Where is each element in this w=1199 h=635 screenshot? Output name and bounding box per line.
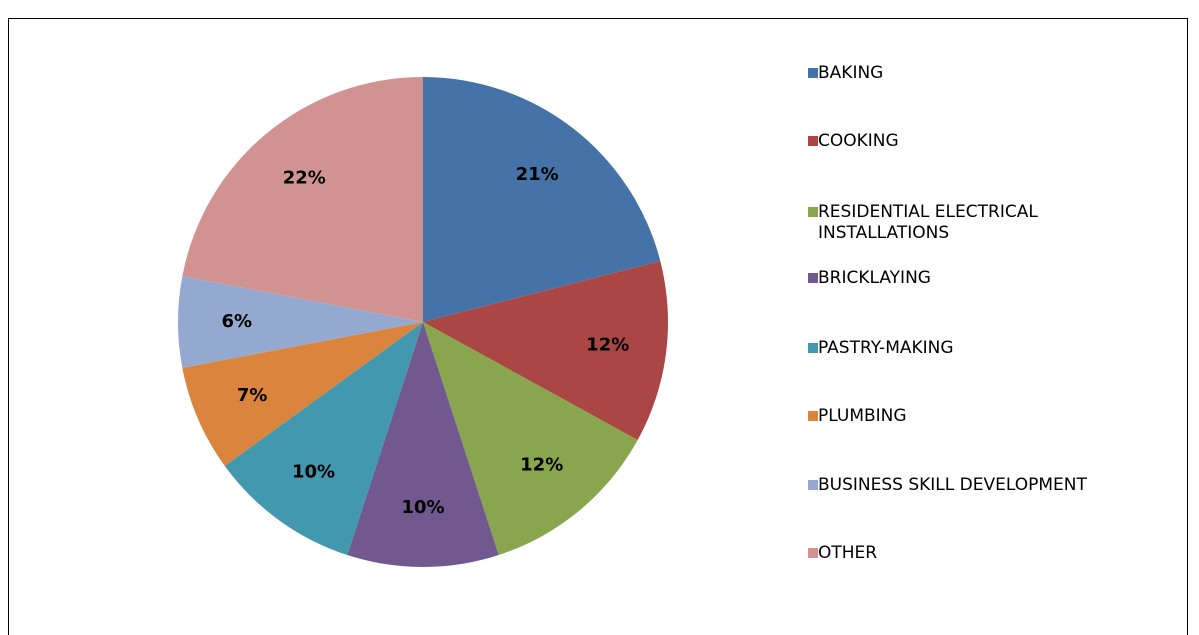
- pie-slice: [423, 77, 661, 322]
- legend-swatch: [808, 136, 818, 146]
- legend-item: RESIDENTIAL ELECTRICAL INSTALLATIONS: [808, 202, 1148, 244]
- legend-label: BRICKLAYING: [818, 268, 931, 288]
- pie-slice: [178, 276, 423, 368]
- legend-swatch: [808, 207, 818, 217]
- data-label: 12%: [586, 334, 629, 355]
- legend-label: PASTRY-MAKING: [818, 338, 954, 358]
- legend-swatch: [808, 480, 818, 490]
- legend-label: COOKING: [818, 131, 899, 151]
- data-label: 7%: [237, 385, 268, 406]
- legend-item: BRICKLAYING: [808, 268, 1148, 289]
- legend-swatch: [808, 273, 818, 283]
- pie-slice: [347, 322, 499, 567]
- legend-label: OTHER: [818, 543, 878, 563]
- legend-label: RESIDENTIAL ELECTRICAL INSTALLATIONS: [818, 202, 1038, 243]
- legend-label: PLUMBING: [818, 406, 907, 426]
- data-label: 10%: [401, 497, 444, 518]
- data-label: 12%: [520, 454, 563, 475]
- chart-frame: [8, 18, 1188, 635]
- data-label: 22%: [283, 168, 326, 189]
- legend-item: PLUMBING: [808, 406, 1148, 427]
- legend-swatch: [808, 68, 818, 78]
- legend-label: BUSINESS SKILL DEVELOPMENT: [818, 475, 1087, 495]
- pie-slice: [423, 261, 668, 441]
- data-label: 10%: [292, 462, 335, 483]
- legend-item: BUSINESS SKILL DEVELOPMENT: [808, 475, 1148, 496]
- pie-slice: [182, 77, 423, 322]
- pie-slice: [224, 322, 423, 556]
- legend-swatch: [808, 411, 818, 421]
- legend-item: BAKING: [808, 63, 1148, 84]
- legend-swatch: [808, 343, 818, 353]
- pie-slice: [182, 322, 423, 467]
- legend-item: OTHER: [808, 543, 1148, 564]
- legend-item: COOKING: [808, 131, 1148, 152]
- pie-slice: [423, 322, 638, 556]
- legend-label: BAKING: [818, 63, 884, 83]
- legend-item: PASTRY-MAKING: [808, 338, 1148, 359]
- data-label: 6%: [222, 311, 253, 332]
- legend-swatch: [808, 548, 818, 558]
- data-label: 21%: [516, 164, 559, 185]
